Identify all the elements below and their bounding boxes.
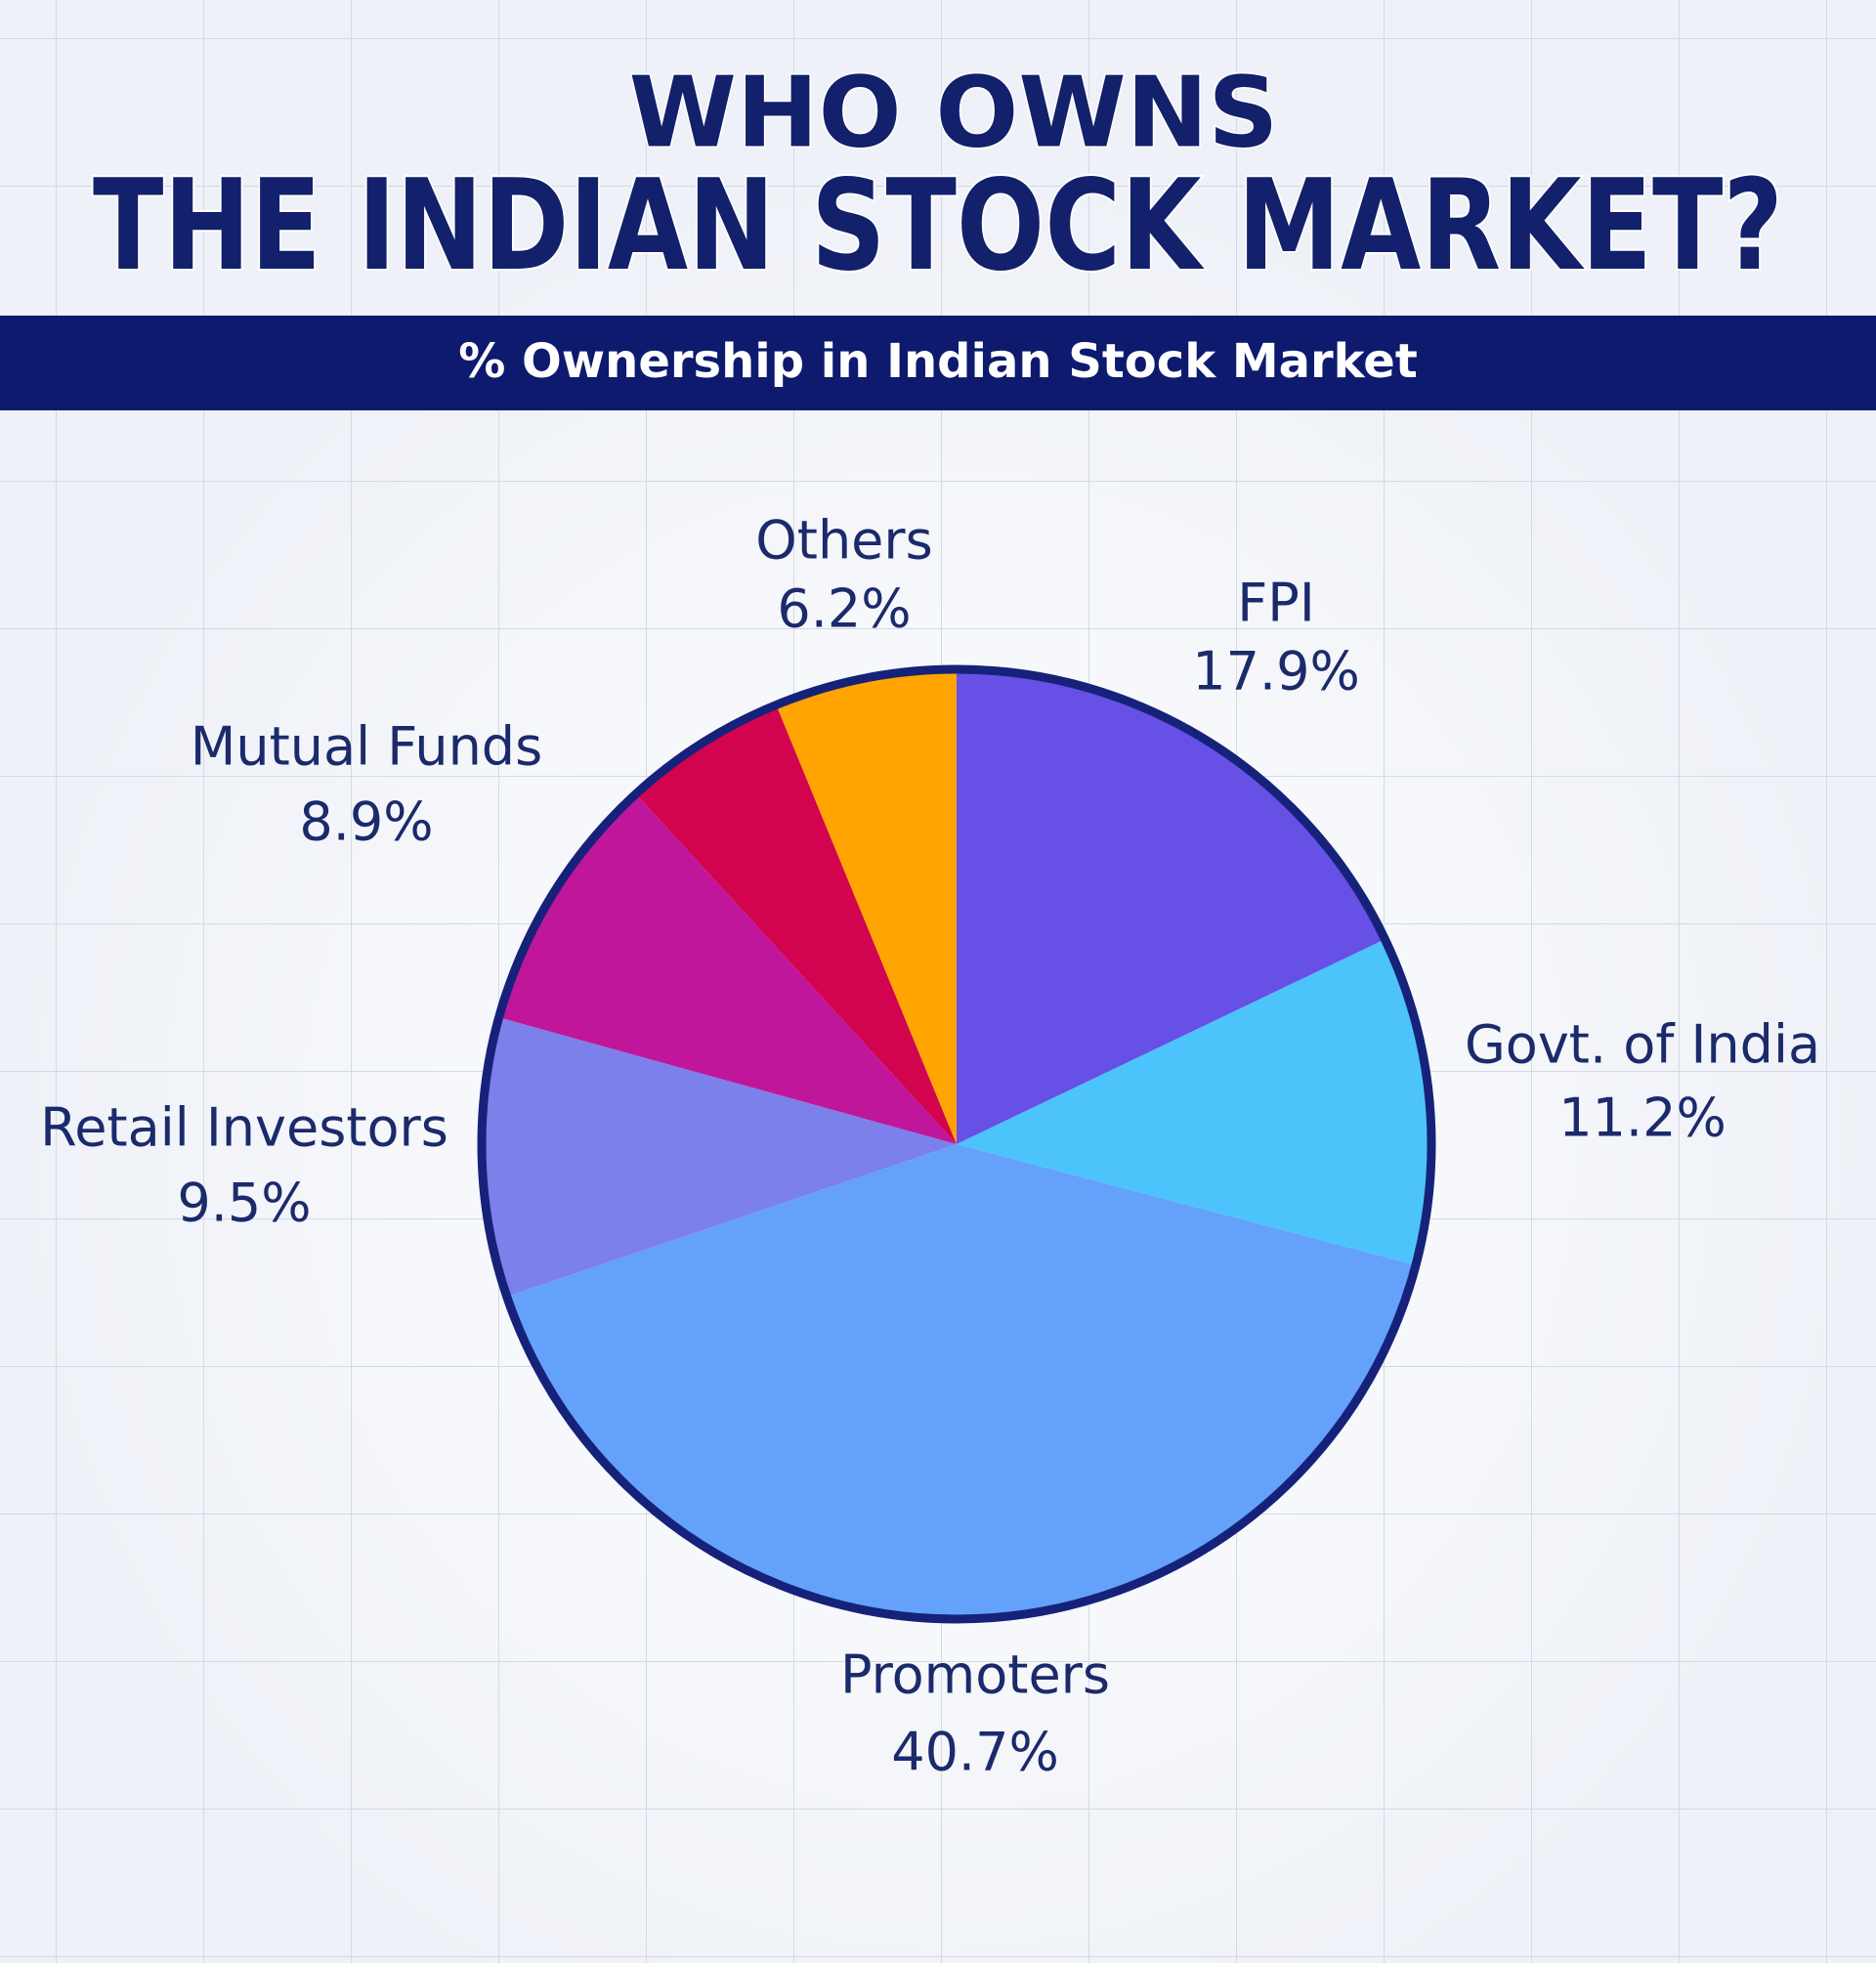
pie-slice [498,793,957,1144]
slice-label: Others [755,510,932,572]
slice-label: Govt. of India [1465,1014,1820,1076]
value-label: 11.2% [1558,1088,1727,1149]
pie-slice [482,1017,957,1297]
value-label: 40.7% [891,1722,1059,1783]
slice-label: FPI [1237,573,1315,634]
pie-slice [635,704,957,1144]
value-label: 6.2% [777,578,911,640]
value-label: 17.9% [1192,641,1360,703]
value-label: 8.9% [299,791,433,853]
pie-slice [957,939,1431,1265]
pie [477,664,1436,1624]
pie-slice [776,669,957,1144]
value-label: 9.5% [177,1173,311,1234]
pie-slice [506,1144,1416,1620]
slice-label: Retail Investors [40,1097,448,1159]
banner [0,316,1876,410]
pie-outline [477,664,1436,1624]
banner-text: % Ownership in Indian Stock Market [458,334,1418,389]
slice-label: Mutual Funds [191,716,542,778]
chart-title: WHO OWNS [629,55,1279,169]
slice-label: Promoters [840,1644,1110,1706]
chart-subtitle: THE INDIAN STOCK MARKET? [93,153,1783,299]
pie-slice [957,669,1386,1144]
